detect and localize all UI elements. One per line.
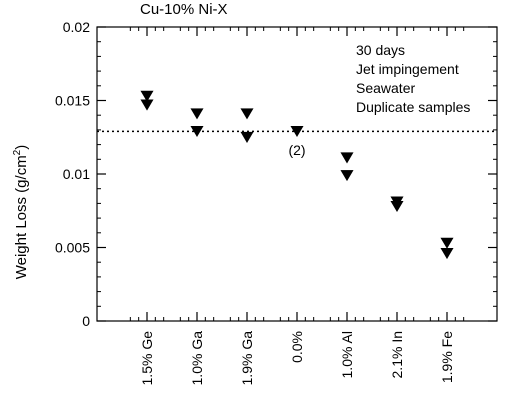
- data-point-triangle: [140, 90, 154, 102]
- y-axis-label-superscript: 2: [12, 149, 23, 155]
- legend-line: Duplicate samples: [356, 99, 470, 115]
- y-tick-label: 0: [82, 313, 90, 329]
- data-point-triangle: [240, 108, 254, 120]
- y-tick-label: 0.015: [55, 93, 90, 109]
- data-point-triangle: [340, 170, 354, 182]
- y-axis-label-main: Weight Loss (g/cm: [13, 155, 30, 279]
- data-point-triangle: [440, 247, 454, 260]
- x-tick-label: 1.0% Ga: [189, 331, 205, 386]
- legend-line: Jet impingement: [356, 61, 459, 77]
- y-axis-label: Weight Loss (g/cm2): [12, 145, 30, 280]
- annotation-label: (2): [288, 142, 305, 158]
- data-point-triangle: [140, 99, 154, 111]
- data-point-triangle: [240, 131, 254, 143]
- annotation-group: (2): [288, 142, 305, 158]
- plot-axes: [96, 26, 498, 322]
- y-tick-labels: 0 0.005 0.01 0.015 0.02: [55, 19, 90, 329]
- legend-line: Seawater: [356, 80, 415, 96]
- y-tick-label: 0.005: [55, 240, 90, 256]
- x-tick-labels: 1.5% Ge 1.0% Ga 1.9% Ga 0.0% 1.0% Al 2.1% In 1…: [139, 331, 455, 386]
- data-point-triangle: [440, 237, 454, 249]
- x-tick-label: 0.0%: [289, 331, 305, 363]
- y-tick-label: 0.01: [63, 166, 90, 182]
- y-axis-label-suffix: ): [13, 145, 30, 150]
- data-point-triangle: [340, 152, 354, 164]
- data-point-triangle: [290, 125, 304, 138]
- y-tick-label: 0.02: [63, 19, 90, 35]
- data-point-triangle: [390, 200, 404, 213]
- x-tick-label: 1.9% Ga: [239, 331, 255, 386]
- x-tick-label: 2.1% In: [389, 331, 405, 378]
- data-point-triangle: [190, 125, 204, 138]
- x-tick-label: 1.0% Al: [339, 331, 355, 378]
- chart-title: Cu-10% Ni-X: [140, 1, 228, 18]
- x-tick-label: 1.9% Fe: [439, 331, 455, 383]
- legend-line: 30 days: [356, 42, 405, 58]
- data-marks: [140, 90, 454, 260]
- legend-text-block: 30 days Jet impingement Seawater Duplicate …: [356, 42, 470, 115]
- data-point-triangle: [190, 108, 204, 120]
- x-tick-label: 1.5% Ge: [139, 331, 155, 386]
